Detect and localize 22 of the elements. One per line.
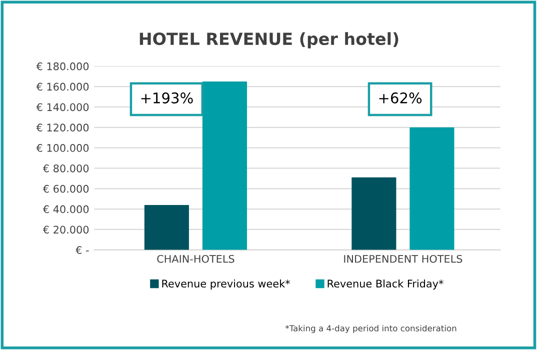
- y-tick-label: € 120.000: [36, 124, 89, 132]
- y-tick-label: € 40.000: [42, 205, 89, 214]
- bar: [202, 81, 247, 250]
- chart-title: HOTEL REVENUE (per hotel): [140, 32, 398, 48]
- y-tick-label: € 20.000: [42, 226, 89, 234]
- x-tick-label: CHAIN-HOTELS: [157, 254, 234, 263]
- y-tick-label: € 180.000: [36, 62, 89, 70]
- y-tick-label: € 60.000: [42, 184, 89, 193]
- annotation: +62%: [379, 92, 422, 104]
- annotation: +193%: [141, 92, 193, 104]
- bar: [144, 204, 189, 250]
- text: *Taking a 4-day period into consideration: [285, 324, 456, 334]
- y-tick-label: € 100.000: [36, 144, 89, 152]
- bar: [352, 177, 396, 250]
- bar: [410, 127, 454, 250]
- legend-label: Revenue Black Friday*: [328, 279, 444, 290]
- y-tick-label: € 140.000: [36, 103, 89, 112]
- y-tick-label: € 80.000: [42, 164, 89, 172]
- x-tick-label: INDEPENDENT HOTELS: [344, 254, 462, 263]
- y-tick-label: € 160.000: [36, 82, 89, 91]
- legend-label: Revenue previous week*: [162, 279, 290, 290]
- y-tick-label: € -: [76, 246, 89, 254]
